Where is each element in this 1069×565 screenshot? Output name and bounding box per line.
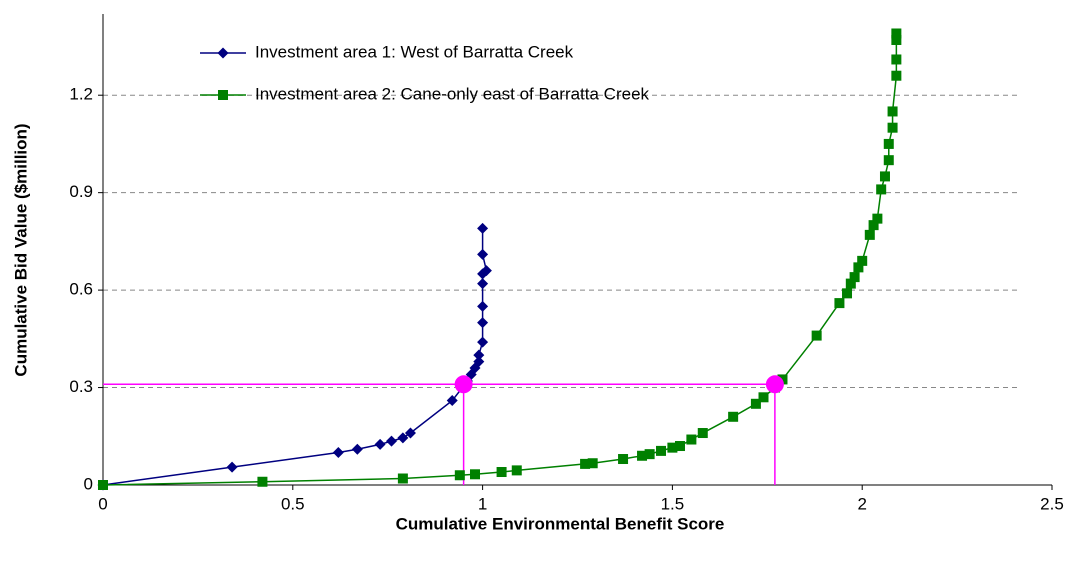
data-point bbox=[674, 441, 685, 452]
data-point bbox=[872, 213, 883, 224]
data-point bbox=[697, 428, 708, 439]
data-point bbox=[849, 272, 860, 283]
y-tick-label: 1.2 bbox=[69, 85, 93, 104]
data-point bbox=[891, 34, 902, 45]
data-point bbox=[656, 445, 667, 456]
data-point bbox=[864, 229, 875, 240]
data-point bbox=[477, 278, 489, 290]
data-point bbox=[750, 398, 761, 409]
data-point bbox=[587, 458, 598, 469]
data-point bbox=[351, 443, 363, 455]
data-point bbox=[842, 288, 853, 299]
data-point bbox=[470, 469, 481, 480]
data-point bbox=[332, 447, 344, 459]
data-point bbox=[857, 255, 868, 266]
data-point bbox=[385, 435, 397, 447]
data-point bbox=[887, 122, 898, 133]
data-point bbox=[777, 374, 788, 385]
legend-label: Investment area 1: West of Barratta Cree… bbox=[255, 42, 574, 61]
data-point bbox=[374, 438, 386, 450]
data-point bbox=[473, 349, 485, 361]
data-point bbox=[511, 465, 522, 476]
y-tick-label: 0.6 bbox=[69, 280, 93, 299]
data-point bbox=[868, 220, 879, 231]
data-point bbox=[618, 454, 629, 465]
data-point bbox=[834, 298, 845, 309]
data-point bbox=[580, 458, 591, 469]
data-point bbox=[257, 476, 268, 487]
data-point bbox=[667, 442, 678, 453]
legend-label: Investment area 2: Cane-only east of Bar… bbox=[255, 84, 650, 103]
data-point bbox=[477, 222, 489, 234]
highlight-point bbox=[765, 375, 784, 394]
data-point bbox=[887, 106, 898, 117]
data-point bbox=[845, 278, 856, 289]
data-point bbox=[226, 461, 238, 473]
x-tick-label: 0.5 bbox=[281, 494, 305, 513]
data-point bbox=[811, 330, 822, 341]
data-point bbox=[477, 336, 489, 348]
data-point bbox=[879, 171, 890, 182]
x-tick-label: 1.5 bbox=[661, 494, 685, 513]
data-point bbox=[473, 356, 485, 368]
data-point bbox=[728, 411, 739, 422]
legend-marker bbox=[217, 47, 229, 59]
x-tick-label: 1 bbox=[478, 494, 487, 513]
y-axis-label: Cumulative Bid Value ($million) bbox=[11, 123, 30, 376]
data-point bbox=[883, 138, 894, 149]
x-tick-label: 0 bbox=[98, 494, 107, 513]
series-line bbox=[102, 228, 488, 486]
data-point bbox=[480, 265, 492, 277]
data-point bbox=[853, 262, 864, 273]
data-point bbox=[891, 28, 902, 39]
x-axis-label: Cumulative Environmental Benefit Score bbox=[396, 514, 725, 533]
data-point bbox=[686, 434, 697, 445]
data-point bbox=[454, 470, 465, 481]
data-point bbox=[98, 480, 108, 490]
y-tick-label: 0 bbox=[84, 474, 93, 493]
data-point bbox=[883, 155, 894, 166]
data-point bbox=[404, 427, 416, 439]
data-point bbox=[477, 300, 489, 312]
data-point bbox=[644, 449, 655, 460]
x-tick-label: 2.5 bbox=[1040, 494, 1064, 513]
legend-marker bbox=[218, 90, 228, 100]
data-point bbox=[477, 317, 489, 329]
y-tick-label: 0.3 bbox=[69, 377, 93, 396]
highlight-point bbox=[454, 375, 473, 394]
data-point bbox=[891, 70, 902, 81]
data-point bbox=[477, 248, 489, 260]
data-point bbox=[397, 473, 408, 484]
y-tick-label: 0.9 bbox=[69, 182, 93, 201]
data-point bbox=[758, 392, 769, 403]
data-point bbox=[446, 395, 458, 407]
data-point bbox=[397, 432, 409, 444]
data-point bbox=[496, 467, 507, 478]
data-point bbox=[891, 54, 902, 65]
data-point bbox=[637, 450, 648, 461]
data-point bbox=[876, 184, 887, 195]
x-tick-label: 2 bbox=[857, 494, 866, 513]
